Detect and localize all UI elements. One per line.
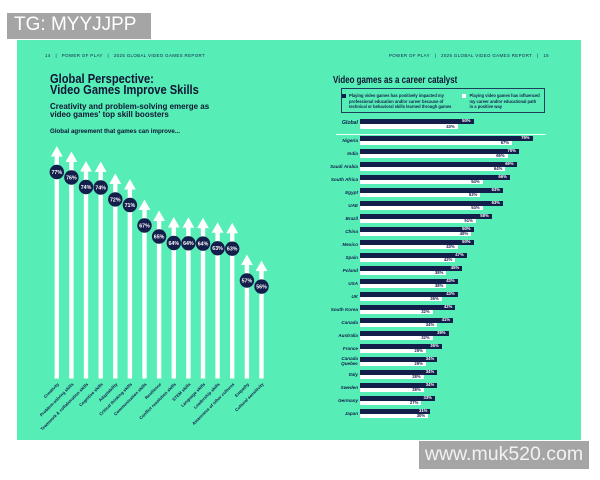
svg-text:72%: 72% xyxy=(110,197,121,203)
svg-text:76%: 76% xyxy=(66,175,77,181)
svg-text:63%: 63% xyxy=(227,247,238,253)
svg-text:64%: 64% xyxy=(183,241,194,247)
svg-text:57%: 57% xyxy=(242,278,253,284)
svg-text:65%: 65% xyxy=(154,234,165,240)
svg-text:71%: 71% xyxy=(125,203,136,209)
svg-text:64%: 64% xyxy=(168,241,179,247)
svg-text:67%: 67% xyxy=(139,223,150,229)
svg-text:63%: 63% xyxy=(212,246,223,252)
svg-text:64%: 64% xyxy=(198,242,209,248)
svg-text:77%: 77% xyxy=(51,170,62,176)
svg-text:74%: 74% xyxy=(95,185,106,191)
svg-text:74%: 74% xyxy=(81,185,92,191)
svg-text:Cultural sensitivity: Cultural sensitivity xyxy=(234,381,265,412)
svg-text:56%: 56% xyxy=(256,285,267,291)
